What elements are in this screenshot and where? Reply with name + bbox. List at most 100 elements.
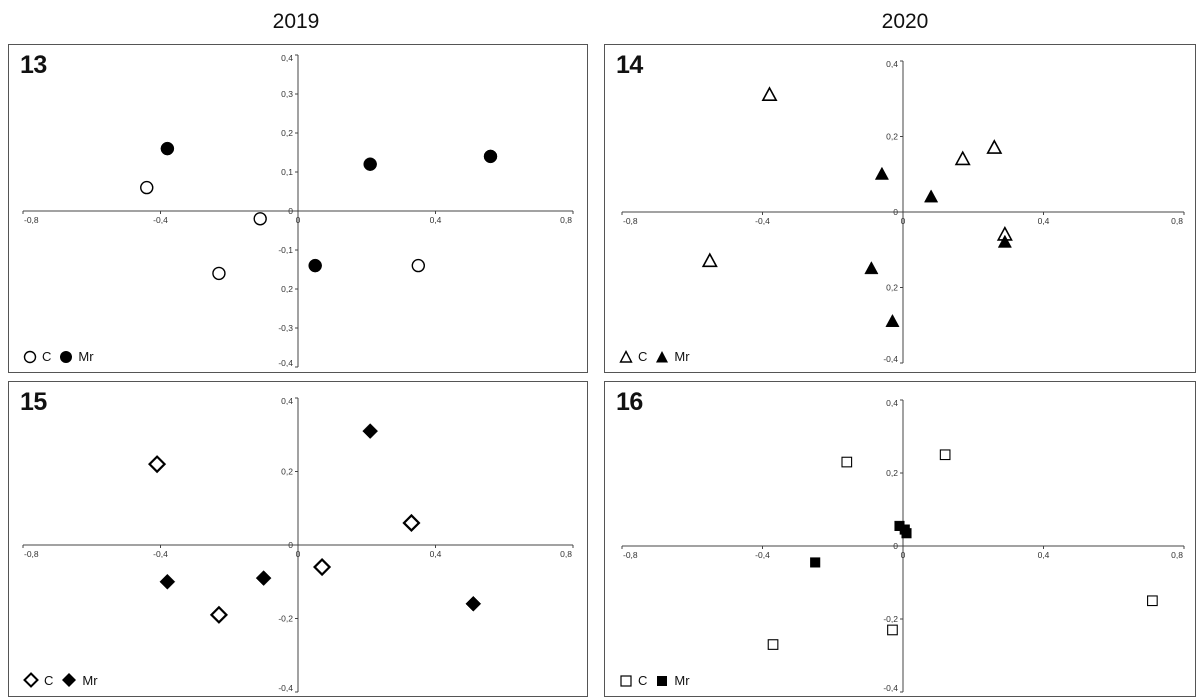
legend-label-c: C [42, 349, 52, 364]
scatter-plot-15: -0,8 -0,4 0 0,4 0,8 0,4 0,2 0 -0,2 -0,4 [22, 396, 574, 693]
x-tick-label: -0,8 [24, 549, 39, 559]
legend: C Mr [619, 349, 690, 364]
mr-diamond-point [255, 570, 272, 586]
legend-label-mr: Mr [674, 673, 690, 688]
y-tick-label: 0,2 [281, 284, 293, 294]
legend-open-triangle-icon [619, 349, 633, 363]
mr-triangle-point [874, 166, 889, 180]
mr-square-point [901, 528, 912, 539]
c-diamond-point [402, 513, 421, 533]
c-diamond-point [148, 455, 167, 474]
y-tick-label: -0,3 [278, 323, 293, 333]
y-tick-label: -0,2 [883, 614, 898, 624]
y-tick-label: 0,2 [281, 128, 293, 138]
x-tick-label: 0 [296, 215, 301, 225]
c-circle-point [411, 258, 426, 273]
mr-diamond-point [159, 573, 176, 590]
scatter-plot-16: -0,8 -0,4 0 0,4 0,8 0,4 0,2 0 -0,2 -0,4 [621, 398, 1185, 693]
y-tick-label: 0,4 [281, 396, 293, 406]
legend-label-mr: Mr [78, 349, 94, 364]
mr-triangle-point [924, 189, 939, 203]
panel-number: 15 [20, 388, 47, 416]
scatter-panel-15: -0,8 -0,4 0 0,4 0,8 0,4 0,2 0 -0,2 -0,4 15 C Mr [8, 381, 588, 697]
y-tick-label: 0,4 [886, 398, 898, 408]
x-tick-label: 0,8 [1171, 550, 1183, 560]
mr-triangle-point [864, 261, 879, 275]
c-triangle-point [954, 150, 971, 166]
c-square-point [887, 624, 898, 636]
x-tick-label: -0,4 [755, 550, 770, 560]
legend-filled-diamond-icon [62, 673, 77, 687]
y-tick-label: 0 [288, 206, 293, 216]
x-tick-label: 0,8 [560, 215, 572, 225]
c-diamond-point [209, 605, 228, 624]
legend-label-c: C [44, 672, 54, 688]
panel-number: 14 [616, 51, 643, 79]
mr-circle-point [363, 157, 377, 171]
y-tick-label: 0,4 [281, 53, 293, 63]
year-header-2019: 2019 [272, 10, 320, 33]
c-circle-point [140, 180, 154, 195]
c-square-point [767, 639, 779, 650]
c-circle-point [253, 212, 267, 226]
c-triangle-point [701, 252, 718, 268]
y-tick-label: -0,4 [278, 358, 293, 368]
x-tick-label: 0 [296, 549, 301, 559]
x-tick-label: -0,4 [755, 216, 770, 226]
y-tick-label: 0,4 [886, 59, 898, 69]
x-tick-label: 0,4 [430, 549, 442, 559]
legend-label-c: C [638, 673, 648, 688]
x-tick-label: 0,8 [560, 549, 572, 559]
y-tick-label: -0,4 [883, 683, 898, 693]
x-tick-label: 0,4 [1038, 550, 1050, 560]
scatter-panel-13: -0,8 -0,4 0 0,4 0,8 0,4 0,3 0,2 0,1 0 -0,1 0,2 -0,3 -… [8, 44, 588, 373]
x-tick-label: -0,8 [623, 216, 638, 226]
legend-open-diamond-icon [23, 672, 39, 688]
legend: C Mr [619, 673, 690, 688]
y-tick-label: 0 [893, 207, 898, 217]
c-triangle-point [986, 139, 1003, 154]
c-diamond-point [313, 557, 332, 577]
legend-filled-triangle-icon [656, 350, 669, 362]
x-tick-label: -0,8 [623, 550, 638, 560]
y-tick-label: -0,2 [278, 614, 293, 624]
year-header-2020: 2020 [881, 10, 929, 33]
x-tick-label: 0,4 [430, 215, 442, 225]
x-tick-label: -0,8 [24, 215, 39, 225]
legend-filled-square-icon [657, 675, 668, 686]
y-tick-label: 0,1 [281, 167, 293, 177]
mr-triangle-point [885, 313, 900, 327]
legend-open-circle-icon [23, 350, 37, 363]
legend-label-c: C [638, 349, 648, 364]
scatter-panel-14: -0,8 -0,4 0 0,4 0,8 0,4 0,2 0 0,2 -0,4 14 C Mr [604, 44, 1196, 373]
x-tick-label: 0,8 [1171, 216, 1183, 226]
y-tick-label: 0 [288, 540, 293, 550]
c-triangle-point [761, 86, 778, 102]
panel-number: 13 [20, 51, 47, 79]
mr-circle-point [308, 258, 322, 273]
mr-circle-point [483, 149, 498, 164]
x-tick-label: -0,4 [153, 549, 168, 559]
y-tick-label: -0,1 [278, 245, 293, 255]
legend-label-mr: Mr [82, 672, 98, 688]
c-square-point [1147, 595, 1158, 607]
mr-square-point [810, 557, 821, 568]
x-tick-label: 0 [901, 216, 906, 226]
legend-filled-circle-icon [60, 350, 73, 363]
mr-diamond-point [362, 423, 379, 439]
legend: C Mr [23, 672, 98, 688]
y-tick-label: 0,3 [281, 89, 293, 99]
scatter-plot-13: -0,8 -0,4 0 0,4 0,8 0,4 0,3 0,2 0,1 0 -0,1 0,2 -0,3 -… [22, 53, 574, 368]
c-square-point [939, 449, 951, 461]
y-tick-label: 0,2 [281, 467, 293, 477]
c-circle-point [212, 266, 226, 281]
y-tick-label: 0,2 [886, 132, 898, 142]
legend-open-square-icon [620, 674, 632, 687]
scatter-panel-16: -0,8 -0,4 0 0,4 0,8 0,4 0,2 0 -0,2 -0,4 16 C Mr [604, 381, 1196, 697]
y-tick-label: 0,2 [886, 283, 898, 293]
y-tick-label: -0,4 [883, 354, 898, 364]
c-square-point [841, 456, 853, 468]
panel-number: 16 [616, 388, 643, 416]
legend-label-mr: Mr [674, 349, 690, 364]
mr-triangle-point [997, 234, 1012, 248]
